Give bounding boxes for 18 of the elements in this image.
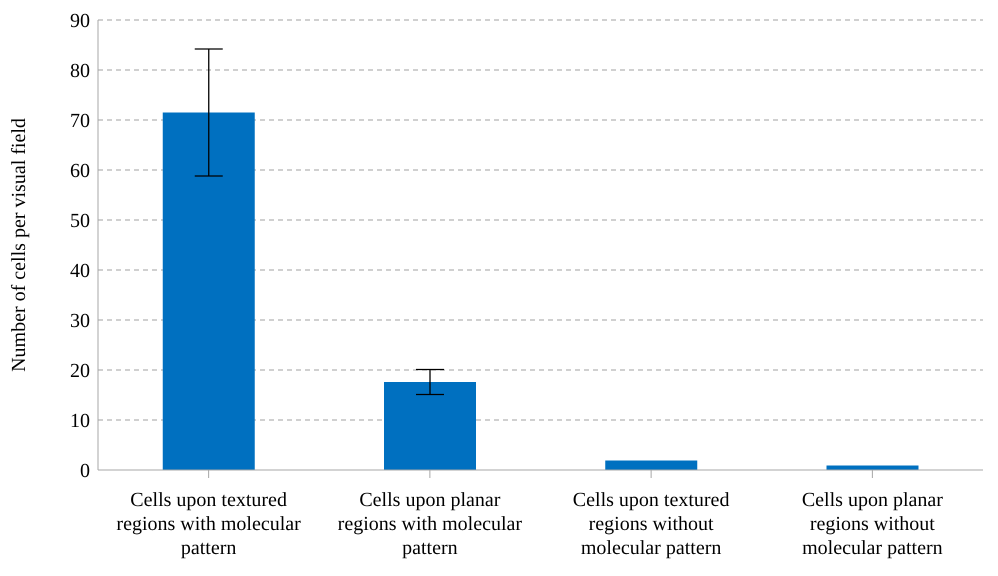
bar — [384, 382, 476, 470]
y-tick-label: 10 — [70, 410, 90, 432]
y-tick-label: 30 — [70, 310, 90, 332]
y-tick-label: 80 — [70, 60, 90, 82]
y-tick-label: 0 — [80, 460, 90, 482]
x-tick-label: Cells upon planar regions with molecular pattern — [338, 489, 522, 559]
y-tick-label: 20 — [70, 360, 90, 382]
y-tick-label: 90 — [70, 10, 90, 32]
y-tick-label: 40 — [70, 260, 90, 282]
y-tick-label: 70 — [70, 110, 90, 132]
x-tick-label: Cells upon textured regions without molecular pattern — [572, 489, 730, 559]
x-tick-label: Cells upon planar regions without molecular pattern — [802, 489, 944, 559]
bar — [162, 112, 255, 470]
y-axis-title: Number of cells per visual field — [8, 118, 30, 372]
y-tick-label: 60 — [70, 160, 90, 182]
y-tick-label: 50 — [70, 210, 90, 232]
bar — [605, 460, 698, 470]
x-tick-label: Cells upon textured regions with molecular pattern — [116, 489, 302, 559]
